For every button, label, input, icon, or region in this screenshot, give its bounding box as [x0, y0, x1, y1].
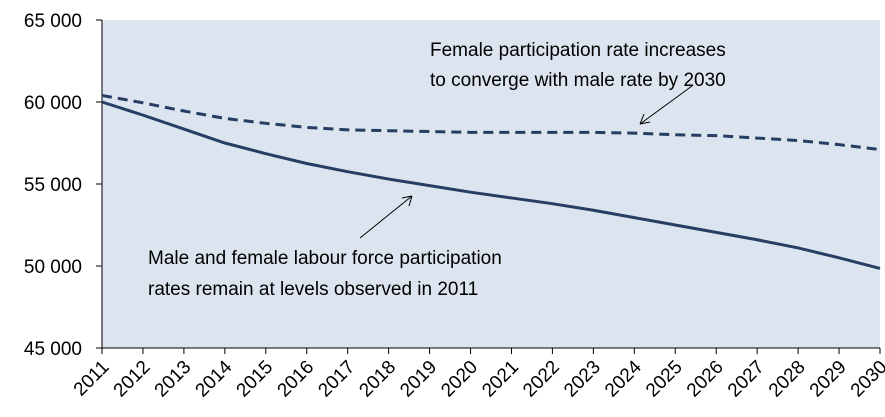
arrow [359, 195, 413, 239]
arrow-head [401, 195, 413, 207]
y-tick-label: 65 000 [24, 11, 82, 32]
x-tick-label: 2020 [437, 357, 482, 402]
x-tick-label: 2012 [110, 357, 155, 402]
series-line [101, 100, 881, 270]
annotation: to converge with male rate by 2030 [430, 70, 726, 91]
annotation: Male and female labour force participati… [148, 248, 502, 269]
arrow-head [639, 113, 651, 125]
x-tick-label: 2025 [642, 357, 687, 402]
x-tick-label: 2027 [724, 357, 769, 402]
x-tick-label: 2029 [806, 357, 851, 402]
x-tick-label: 2028 [765, 357, 810, 402]
x-tick-label: 2017 [314, 357, 359, 402]
x-tick-label: 2019 [396, 357, 441, 402]
y-tick-label: 60 000 [24, 93, 82, 114]
annotation: Female participation rate increases [430, 40, 726, 61]
x-tick-label: 2018 [355, 357, 400, 402]
plot-area [102, 20, 880, 348]
x-tick-label: 2011 [70, 357, 114, 401]
x-tick-label: 2015 [233, 357, 278, 402]
x-tick-label: 2013 [151, 357, 196, 402]
x-tick-label: 2026 [683, 357, 728, 402]
x-tick-label: 2023 [560, 357, 605, 402]
y-tick-label: 45 000 [24, 339, 82, 360]
x-tick-label: 2021 [478, 357, 523, 402]
x-tick-label: 2014 [192, 356, 237, 401]
x-tick-label: 2030 [847, 357, 885, 402]
annotation: rates remain at levels observed in 2011 [148, 279, 478, 300]
arrow [639, 85, 693, 125]
arrows [359, 85, 693, 239]
x-tick-label: 2024 [601, 356, 646, 401]
x-tick-label: 2016 [274, 357, 319, 402]
y-tick-label: 55 000 [24, 175, 82, 196]
series-line [101, 93, 881, 152]
x-tick-label: 2022 [519, 357, 564, 402]
y-tick-label: 50 000 [24, 257, 82, 278]
